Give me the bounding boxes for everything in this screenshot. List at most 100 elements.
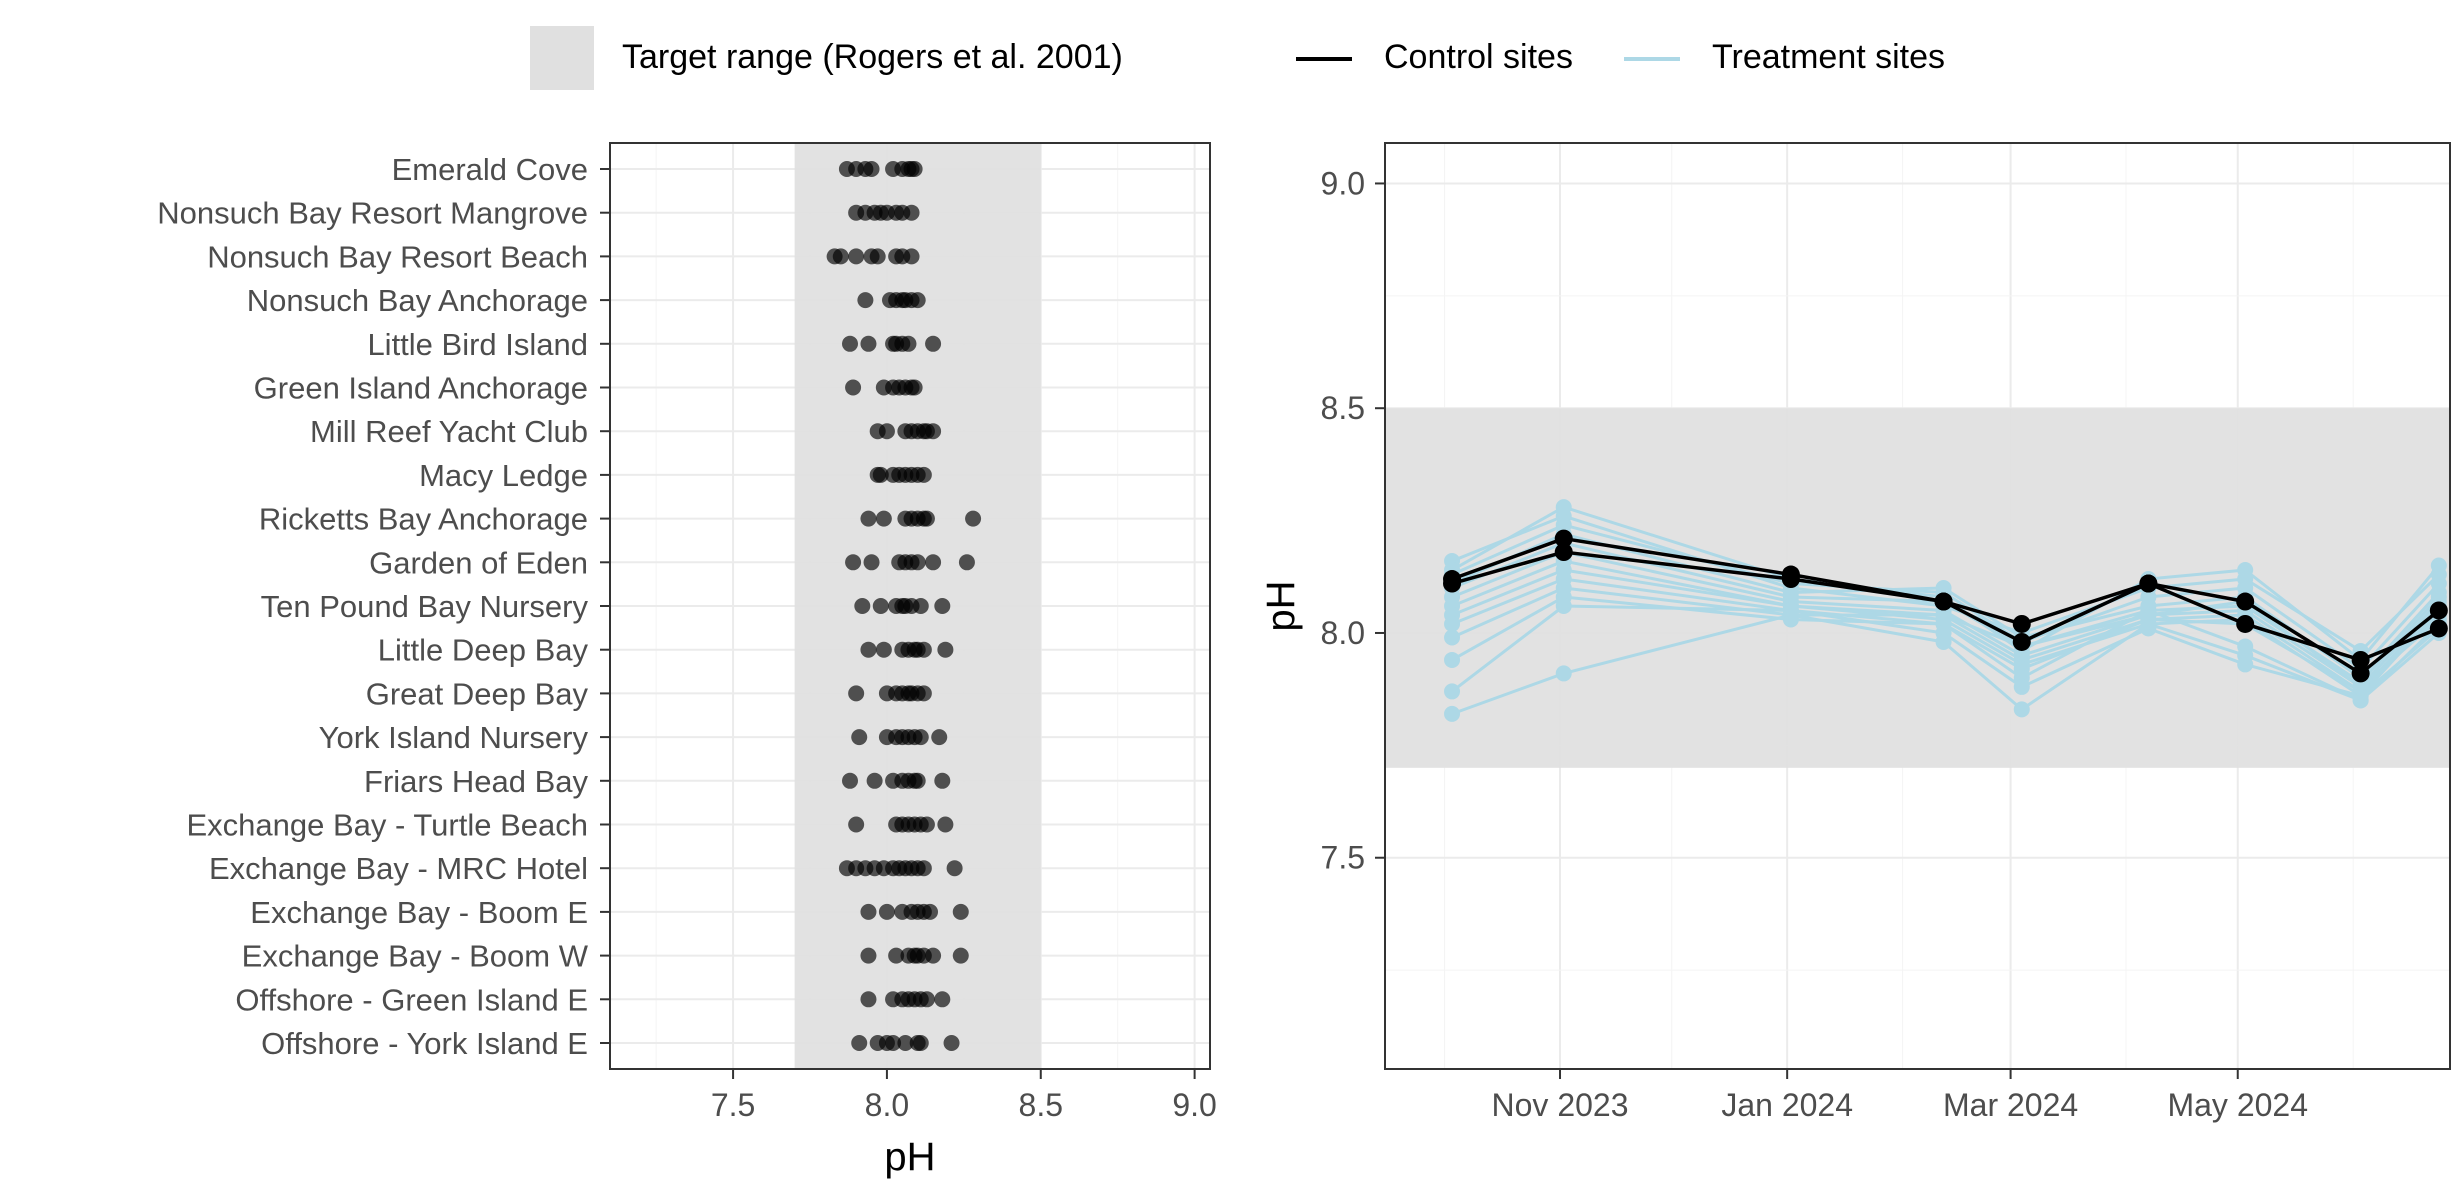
site-label: York Island Nursery [319, 720, 589, 755]
site-point-little-deep-bay [937, 641, 954, 658]
site-point-exchange-bay-boom-e [878, 903, 895, 920]
left-x-axis-title: pH [884, 1135, 935, 1179]
site-label: Offshore - Green Island E [235, 982, 588, 1017]
site-label: Ten Pound Bay Nursery [261, 589, 589, 624]
site-point-ricketts-bay-anchorage [860, 510, 877, 527]
site-point-offshore-york-island-e [943, 1035, 960, 1051]
site-label: Exchange Bay - Boom E [250, 895, 588, 930]
site-point-ricketts-bay-anchorage [965, 510, 982, 527]
site-point-offshore-york-island-e [885, 1035, 902, 1051]
site-label: Ricketts Bay Anchorage [259, 502, 588, 537]
control-series-group [1443, 529, 2448, 683]
site-point-nonsuch-bay-anchorage [857, 292, 874, 309]
treatment-point [1555, 499, 1572, 516]
site-point-exchange-bay-boom-e [860, 903, 877, 920]
right-x-axis: Nov 2023 Jan 2024 Mar 2024 May 2024 [1492, 1069, 2308, 1123]
site-point-york-island-nursery [851, 729, 868, 746]
site-point-green-island-anchorage [906, 379, 923, 396]
site-label: Friars Head Bay [364, 764, 588, 799]
site-point-emerald-cove [906, 161, 923, 177]
treatment-point [1444, 615, 1461, 632]
site-label: Nonsuch Bay Anchorage [247, 283, 588, 318]
site-label: Exchange Bay - Turtle Beach [186, 808, 588, 843]
treatment-point [1555, 665, 1572, 682]
treatment-point [2352, 692, 2369, 709]
site-point-exchange-bay-mrc-hotel [946, 860, 963, 877]
right-x-tick-label: Jan 2024 [1721, 1087, 1853, 1123]
site-point-friars-head-bay [842, 772, 858, 789]
site-point-exchange-bay-turtle-beach [918, 816, 935, 833]
site-point-garden-of-eden [845, 554, 862, 571]
treatment-point [2237, 647, 2254, 664]
site-point-little-deep-bay [875, 641, 892, 658]
site-point-offshore-york-island-e [851, 1035, 868, 1051]
treatment-point [1444, 629, 1461, 646]
treatment-point [1935, 580, 1952, 597]
right-y-tick-label: 7.5 [1321, 840, 1365, 876]
site-label: Great Deep Bay [366, 676, 589, 711]
left-x-tick-label: 8.0 [865, 1087, 909, 1123]
site-point-little-bird-island [842, 335, 858, 352]
right-y-axis-title: pH [1259, 580, 1303, 631]
site-point-ten-pound-bay-nursery [912, 598, 929, 614]
legend-control-label: Control sites [1384, 38, 1573, 76]
site-point-ten-pound-bay-nursery [872, 598, 889, 614]
treatment-point [2140, 602, 2157, 619]
control-point [2351, 650, 2370, 669]
treatment-point [2430, 557, 2447, 574]
treatment-point [1444, 705, 1461, 722]
ph-time-panel: 7.5 8.0 8.5 9.0 Nov 2023 Jan 2024 Mar 2024 May… [1259, 142, 2451, 1123]
site-point-little-bird-island [860, 335, 877, 352]
control-point [2012, 614, 2031, 633]
site-point-macy-ledge [915, 466, 932, 483]
site-point-nonsuch-bay-resort-beach [903, 248, 920, 265]
site-label: Offshore - York Island E [261, 1026, 588, 1061]
site-label: Green Island Anchorage [254, 371, 588, 406]
control-point [2429, 619, 2448, 638]
treatment-point [2140, 615, 2157, 632]
site-point-friars-head-bay [909, 772, 926, 789]
site-point-nonsuch-bay-anchorage [909, 292, 926, 309]
site-point-nonsuch-bay-resort-beach [848, 248, 865, 265]
site-point-exchange-bay-boom-w [860, 947, 877, 964]
site-point-nonsuch-bay-resort-mangrove [903, 204, 920, 221]
site-point-garden-of-eden [925, 554, 942, 571]
treatment-point [1444, 683, 1461, 700]
site-ph-panel: Emerald Cove Nonsuch Bay Resort Mangrove N… [157, 142, 1217, 1179]
site-point-ten-pound-bay-nursery [934, 598, 951, 614]
site-point-york-island-nursery [931, 729, 948, 746]
site-point-nonsuch-bay-resort-beach [869, 248, 886, 265]
left-x-axis: 7.5 8.0 8.5 9.0 [711, 1069, 1217, 1123]
site-point-ricketts-bay-anchorage [918, 510, 935, 527]
control-point [2012, 632, 2031, 651]
site-point-exchange-bay-turtle-beach [937, 816, 954, 833]
control-point [1554, 543, 1573, 562]
left-points [826, 161, 982, 1051]
control-point [2236, 592, 2255, 611]
site-point-friars-head-bay [866, 772, 883, 789]
control-point [1554, 529, 1573, 548]
site-point-mill-reef-yacht-club [925, 423, 942, 440]
site-point-emerald-cove [863, 161, 880, 177]
site-point-exchange-bay-mrc-hotel [915, 860, 932, 877]
site-point-great-deep-bay [848, 685, 865, 702]
legend: Target range (Rogers et al. 2001) Contro… [530, 26, 1945, 90]
site-point-macy-ledge [872, 466, 889, 483]
site-point-offshore-green-island-e [860, 991, 877, 1008]
right-x-tick-label: Mar 2024 [1943, 1087, 2078, 1123]
site-point-exchange-bay-boom-w [925, 947, 942, 964]
site-point-exchange-bay-boom-e [922, 903, 938, 920]
control-point [1781, 565, 1800, 584]
site-label: Nonsuch Bay Resort Beach [207, 239, 588, 274]
control-point [2236, 614, 2255, 633]
left-x-tick-label: 9.0 [1172, 1087, 1216, 1123]
site-point-little-deep-bay [915, 641, 932, 658]
control-point [2429, 601, 2448, 620]
right-y-tick-label: 8.0 [1321, 615, 1365, 651]
site-label: Little Deep Bay [378, 633, 589, 668]
control-point [2139, 574, 2158, 593]
treatment-point [2013, 701, 2030, 718]
site-point-ricketts-bay-anchorage [875, 510, 892, 527]
left-x-tick-label: 7.5 [711, 1087, 755, 1123]
